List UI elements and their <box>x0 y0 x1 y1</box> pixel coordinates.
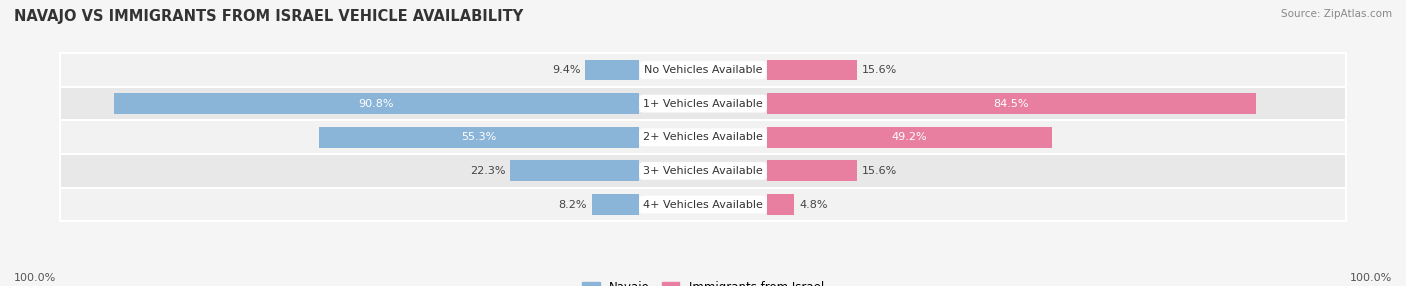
Bar <box>766 93 1256 114</box>
Text: 84.5%: 84.5% <box>994 99 1029 109</box>
Bar <box>60 154 1346 188</box>
Bar <box>585 59 640 80</box>
Text: No Vehicles Available: No Vehicles Available <box>644 65 762 75</box>
Text: 22.3%: 22.3% <box>470 166 506 176</box>
Text: 9.4%: 9.4% <box>551 65 581 75</box>
Bar <box>319 127 640 148</box>
Text: 1+ Vehicles Available: 1+ Vehicles Available <box>643 99 763 109</box>
Text: 100.0%: 100.0% <box>1350 273 1392 283</box>
Bar <box>114 93 640 114</box>
Bar <box>510 160 640 181</box>
Bar <box>60 53 1346 87</box>
Text: 15.6%: 15.6% <box>862 166 897 176</box>
Text: 49.2%: 49.2% <box>891 132 927 142</box>
Text: 3+ Vehicles Available: 3+ Vehicles Available <box>643 166 763 176</box>
Text: 55.3%: 55.3% <box>461 132 496 142</box>
Bar <box>60 87 1346 120</box>
Text: 4+ Vehicles Available: 4+ Vehicles Available <box>643 200 763 210</box>
Bar <box>766 160 858 181</box>
Text: 15.6%: 15.6% <box>862 65 897 75</box>
Bar <box>766 194 794 215</box>
Text: 90.8%: 90.8% <box>359 99 394 109</box>
Bar <box>60 120 1346 154</box>
Legend: Navajo, Immigrants from Israel: Navajo, Immigrants from Israel <box>582 281 824 286</box>
Text: 2+ Vehicles Available: 2+ Vehicles Available <box>643 132 763 142</box>
Bar <box>766 59 858 80</box>
Text: NAVAJO VS IMMIGRANTS FROM ISRAEL VEHICLE AVAILABILITY: NAVAJO VS IMMIGRANTS FROM ISRAEL VEHICLE… <box>14 9 523 23</box>
Text: Source: ZipAtlas.com: Source: ZipAtlas.com <box>1281 9 1392 19</box>
Text: 4.8%: 4.8% <box>799 200 828 210</box>
Text: 8.2%: 8.2% <box>558 200 588 210</box>
Bar <box>592 194 640 215</box>
Bar <box>766 127 1052 148</box>
Text: 100.0%: 100.0% <box>14 273 56 283</box>
Bar <box>60 188 1346 221</box>
